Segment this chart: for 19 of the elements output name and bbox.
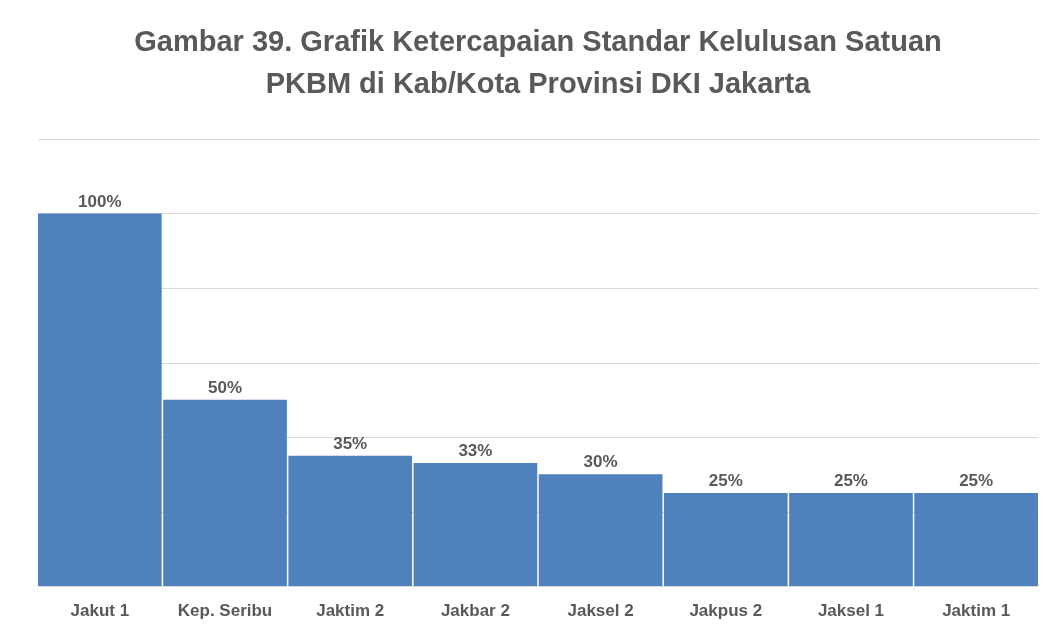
data-label: 33% [458, 441, 493, 461]
x-tick-label: Jakbar 2 [440, 600, 510, 620]
data-label: 25% [708, 470, 743, 490]
data-label: 25% [833, 470, 868, 490]
x-tick-label: Jakut 1 [70, 600, 130, 620]
data-label: 25% [959, 470, 994, 490]
bar [538, 474, 663, 586]
data-label: 35% [333, 433, 368, 453]
bar [413, 463, 538, 586]
data-label: 50% [208, 377, 243, 397]
x-tick-label: Jaktim 1 [942, 600, 1011, 620]
x-tick-label: Jaktim 2 [316, 600, 385, 620]
chart-title: Gambar 39. Grafik Ketercapaian Standar Kelulusan Satuan PKBM di Kab/Kota Provinsi DKI Jakarta [134, 25, 942, 99]
x-tick-label: Jaksel 2 [567, 600, 634, 620]
data-label: 30% [583, 452, 618, 472]
x-tick-label: Jakpus 2 [689, 600, 763, 620]
x-tick-label: Jaksel 1 [817, 600, 885, 620]
x-tick-label: Kep. Seribu [177, 600, 273, 620]
data-label: 100% [78, 191, 122, 211]
